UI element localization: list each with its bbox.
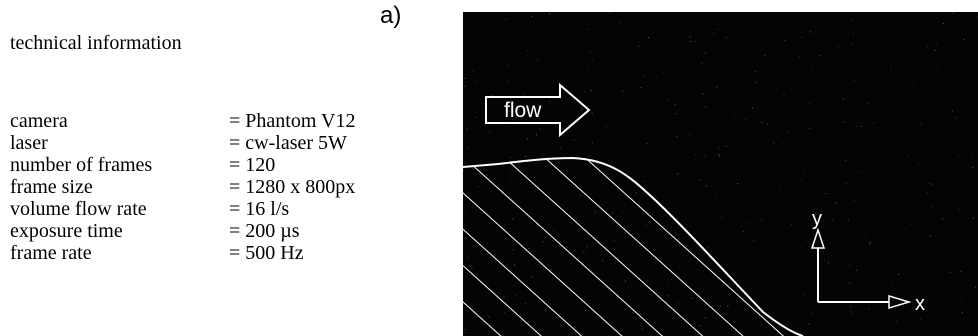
info-row: laser = cw-laser 5W [10,132,355,154]
info-value: = cw-laser 5W [229,132,347,154]
panel-label: a) [380,2,402,29]
info-key: camera [10,110,68,132]
info-value: = 200 µs [229,220,300,242]
info-key: laser [10,132,48,154]
axis-y-arrow-icon [810,227,826,249]
particle-noise [463,12,978,335]
flow-image: flow y x [463,12,978,336]
hatched-obstacle [463,158,803,336]
flow-label: flow [504,99,542,122]
info-key: frame rate [10,242,92,264]
axis-x-arrow-icon [888,294,912,310]
obstacle-contour [463,156,804,336]
info-value: = 1280 x 800px [229,176,356,198]
info-value: = 500 Hz [229,242,304,264]
info-key: volume flow rate [10,198,147,220]
info-row: volume flow rate = 16 l/s [10,198,355,220]
axis-y-label: y [812,208,822,230]
technical-info-table: camera = Phantom V12 laser = cw-laser 5W… [10,110,355,264]
info-row: camera = Phantom V12 [10,110,355,132]
flow-arrow-icon [485,82,591,138]
axis-x-label: x [915,293,925,315]
info-key: exposure time [10,220,123,242]
info-row: exposure time = 200 µs [10,220,355,242]
info-title: technical information [10,32,182,54]
info-key: number of frames [10,154,153,176]
info-row: frame size = 1280 x 800px [10,176,355,198]
info-value: = Phantom V12 [229,110,356,132]
info-row: number of frames = 120 [10,154,355,176]
flow-diagram-svg: flow y x [463,12,978,336]
info-value: = 120 [229,154,276,176]
info-value: = 16 l/s [229,198,290,220]
info-row: frame rate = 500 Hz [10,242,355,264]
info-key: frame size [10,176,93,198]
